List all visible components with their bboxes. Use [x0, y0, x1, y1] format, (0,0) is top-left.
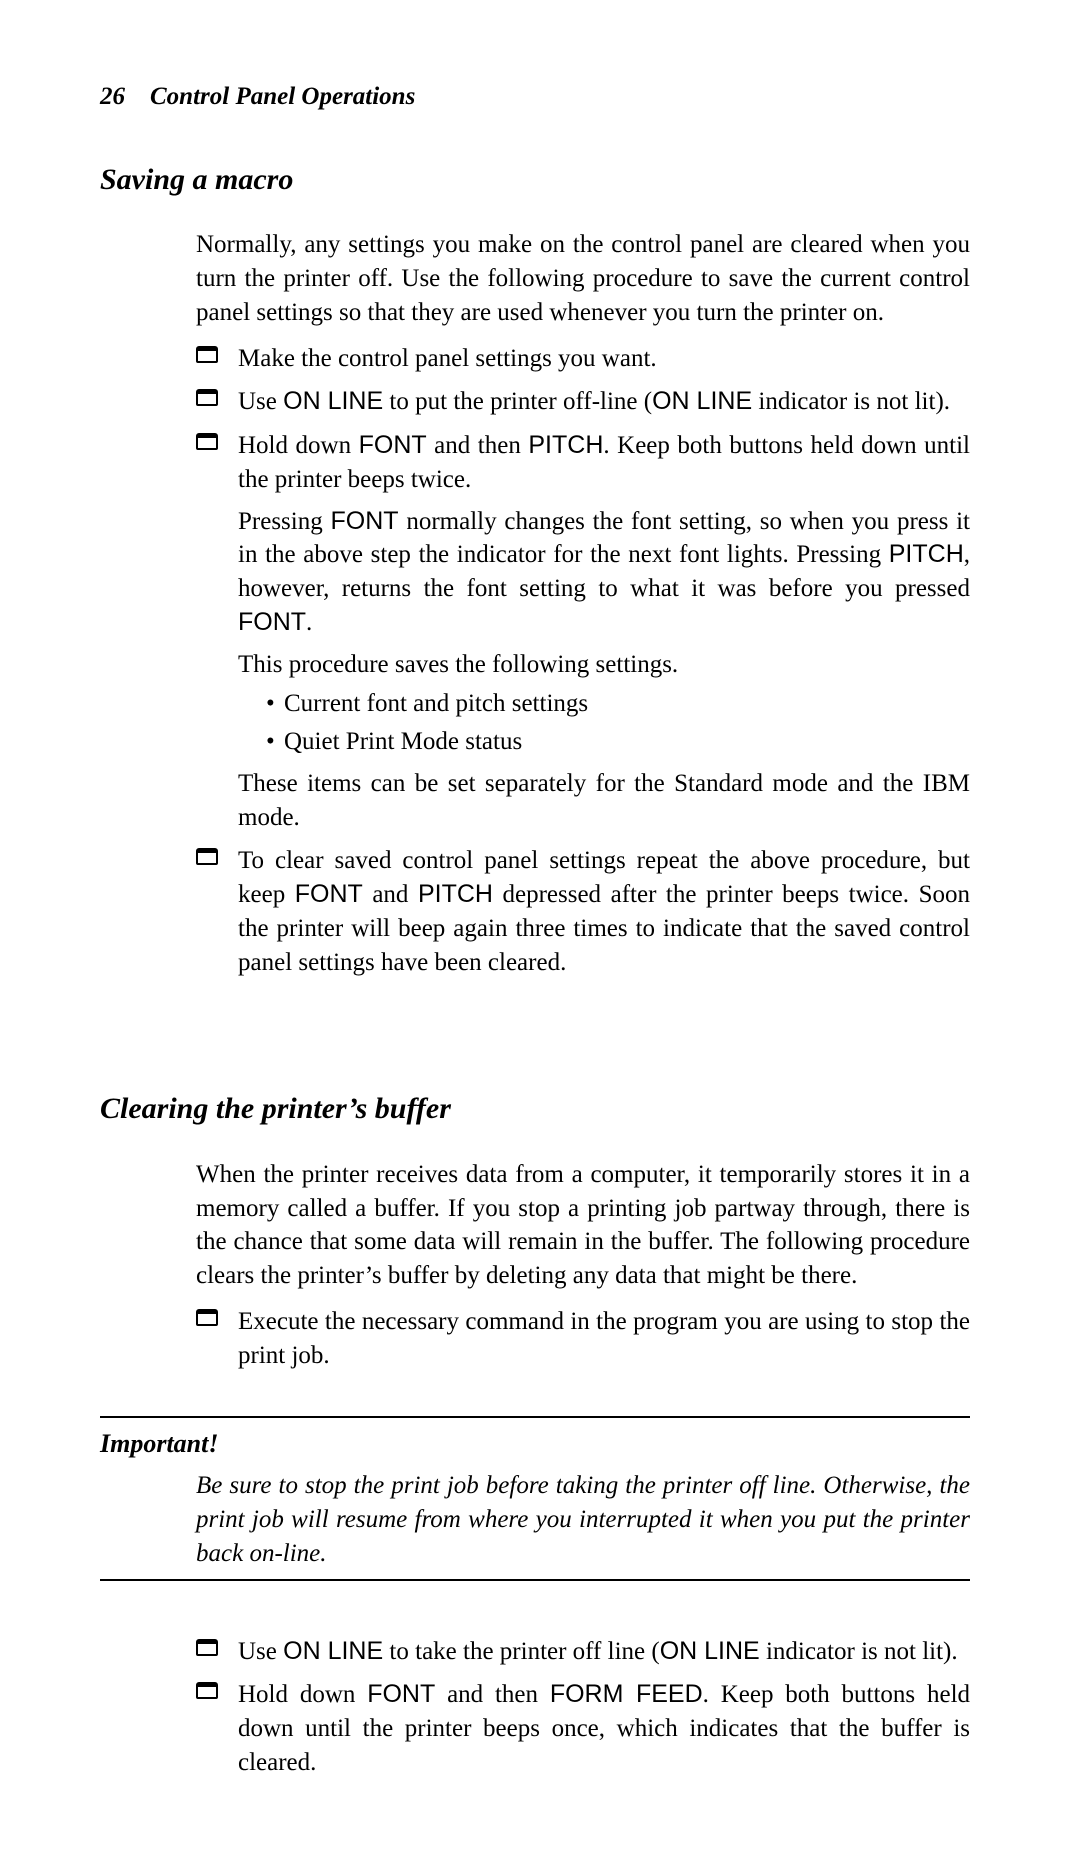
button-label-online: ON LINE: [652, 387, 752, 415]
callout-heading: Important!: [100, 1426, 970, 1461]
checklist-text: Hold down FONT and then FORM FEED. Keep …: [238, 1678, 970, 1779]
section2-body: When the printer receives data from a co…: [196, 1158, 970, 1373]
section2-intro: When the printer receives data from a co…: [196, 1158, 970, 1293]
page-header: 26 Control Panel Operations: [100, 80, 970, 114]
section2b-body: Use ON LINE to take the printer off line…: [196, 1635, 970, 1780]
checklist-text: To clear saved control panel settings re…: [238, 844, 970, 979]
button-label-online: ON LINE: [283, 1637, 383, 1665]
text-fragment: and then: [427, 432, 529, 459]
checklist-extra: These items can be set separately for th…: [238, 767, 970, 835]
page-header-title: Control Panel Operations: [150, 83, 415, 110]
text-fragment: and then: [435, 1681, 550, 1708]
checklist-extra: Pressing FONT normally changes the font …: [238, 505, 970, 640]
text-fragment: Pressing: [238, 508, 331, 535]
text-fragment: indicator is not lit).: [760, 1638, 958, 1665]
section1-body: Normally, any settings you make on the c…: [196, 228, 970, 979]
checklist-text: Make the control panel settings you want…: [238, 342, 970, 376]
section-heading-saving-macro: Saving a macro: [100, 160, 970, 201]
text-fragment: to take the printer off line (: [383, 1638, 660, 1665]
button-label-pitch: PITCH: [889, 540, 964, 568]
button-label-pitch: PITCH: [528, 431, 603, 459]
text-fragment: .: [306, 609, 312, 636]
text-fragment: Use: [238, 388, 283, 415]
sub-bullets: Current font and pitch settings Quiet Pr…: [238, 687, 970, 759]
callout-body: Be sure to stop the print job before tak…: [196, 1469, 970, 1570]
button-label-font: FONT: [359, 431, 427, 459]
page: 26 Control Panel Operations Saving a mac…: [0, 0, 1080, 1870]
text-fragment: to put the printer off-line (: [383, 388, 652, 415]
bullet-item: Quiet Print Mode status: [266, 725, 970, 759]
button-label-pitch: PITCH: [418, 880, 493, 908]
text-fragment: and: [363, 881, 418, 908]
button-label-online: ON LINE: [283, 387, 383, 415]
page-number: 26: [100, 83, 125, 110]
checklist-text: Use ON LINE to put the printer off-line …: [238, 385, 970, 419]
important-callout: Important! Be sure to stop the print job…: [100, 1416, 970, 1580]
checklist-item: Use ON LINE to put the printer off-line …: [196, 385, 970, 419]
checklist-item: Use ON LINE to take the printer off line…: [196, 1635, 970, 1669]
checklist-item: Hold down FONT and then FORM FEED. Keep …: [196, 1678, 970, 1779]
button-label-online: ON LINE: [660, 1637, 760, 1665]
section-heading-clearing-buffer: Clearing the printer’s buffer: [100, 1089, 970, 1130]
button-label-font: FONT: [367, 1680, 435, 1708]
section2b-checklist: Use ON LINE to take the printer off line…: [196, 1635, 970, 1780]
checklist-text: Hold down FONT and then PITCH. Keep both…: [238, 429, 970, 497]
checklist-text: Use ON LINE to take the printer off line…: [238, 1635, 970, 1669]
button-label-formfeed: FORM FEED: [550, 1680, 703, 1708]
checklist-item: Execute the necessary command in the pro…: [196, 1305, 970, 1373]
checklist-extra: This procedure saves the following setti…: [238, 648, 970, 682]
section2-checklist: Execute the necessary command in the pro…: [196, 1305, 970, 1373]
button-label-font: FONT: [238, 608, 306, 636]
section1-checklist: Make the control panel settings you want…: [196, 342, 970, 980]
text-fragment: Hold down: [238, 1681, 367, 1708]
section1-intro: Normally, any settings you make on the c…: [196, 228, 970, 329]
bullet-item: Current font and pitch settings: [266, 687, 970, 721]
checklist-item: Make the control panel settings you want…: [196, 342, 970, 376]
checklist-item: Hold down FONT and then PITCH. Keep both…: [196, 429, 970, 834]
checklist-item: To clear saved control panel settings re…: [196, 844, 970, 979]
button-label-font: FONT: [331, 507, 399, 535]
text-fragment: Hold down: [238, 432, 359, 459]
checklist-text: Execute the necessary command in the pro…: [238, 1305, 970, 1373]
button-label-font: FONT: [295, 880, 363, 908]
text-fragment: Use: [238, 1638, 283, 1665]
text-fragment: indicator is not lit).: [752, 388, 950, 415]
